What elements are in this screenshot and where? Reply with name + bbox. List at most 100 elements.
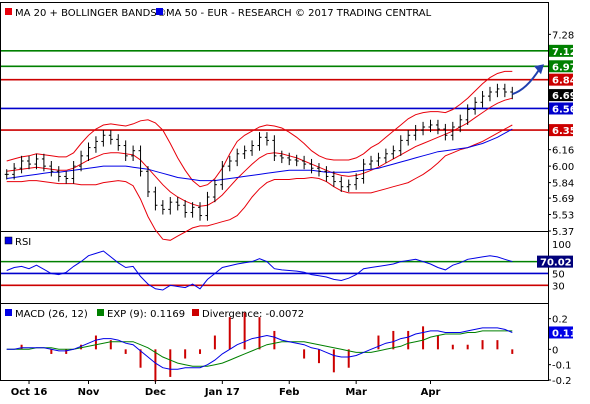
divergence-bar — [496, 340, 499, 350]
price-bar — [361, 158, 366, 184]
ma50-line — [6, 128, 513, 182]
price-tick-label-6.00: 6.00 — [552, 162, 574, 173]
level-tag-6.69 — [549, 89, 573, 102]
price-bar — [487, 86, 492, 102]
price-bar — [183, 200, 188, 218]
price-axis: 7.28 5.84 5.69 5.53 5.37 6.16 6.00 — [548, 30, 574, 238]
price-bar — [19, 155, 24, 174]
x-tick-label-Nov: Nov — [78, 387, 100, 398]
price-tick-label-6.16: 6.16 — [552, 146, 574, 157]
rsi-tick-label-100: 100 — [552, 240, 571, 251]
divergence-bar — [154, 349, 157, 382]
divergence-legend-swatch — [192, 309, 199, 316]
price-bar — [64, 171, 69, 184]
divergence-bar — [213, 335, 216, 350]
price-tick-label-5.69: 5.69 — [552, 194, 574, 205]
level-tag-6.84 — [549, 73, 573, 86]
divergence-bar — [466, 344, 469, 350]
price-bar — [406, 130, 411, 146]
price-bar — [49, 160, 54, 177]
divergence-bar — [332, 349, 335, 373]
price-bar — [257, 132, 262, 151]
price-bar — [160, 200, 165, 215]
price-bar — [309, 158, 314, 174]
divergence-bar — [139, 349, 142, 368]
boll-legend-swatch — [5, 8, 12, 15]
price-tick-label-5.84: 5.84 — [552, 179, 574, 190]
divergence-bar — [347, 349, 350, 368]
divergence-bar — [258, 317, 261, 350]
ma50-legend-label: MA 50 - EUR - RESEARCH — [166, 8, 292, 19]
price-bar — [391, 145, 396, 159]
level-tag-label-6.56: 6.56 — [552, 104, 577, 115]
ma50-legend-swatch — [156, 8, 163, 15]
level-tag-label-6.84: 6.84 — [552, 76, 577, 87]
macd-last-label: 0.11 — [552, 328, 577, 339]
price-bar — [264, 132, 269, 146]
divergence-bar — [303, 349, 306, 359]
price-bar — [450, 121, 455, 141]
divergence-bar — [317, 349, 320, 364]
divergence-bar — [436, 335, 439, 350]
price-bar — [86, 142, 91, 161]
price-bar — [435, 119, 440, 135]
copyright-text: © 2017 TRADING CENTRAL — [295, 8, 432, 19]
level-tag-6.35 — [549, 124, 573, 137]
divergence-bar — [94, 335, 97, 350]
macd-panel-frame — [0, 303, 549, 381]
divergence-bar — [392, 330, 395, 350]
divergence-legend-label: Divergence: -0.0072 — [202, 309, 304, 320]
level-tag-label-7.12: 7.12 — [552, 47, 577, 58]
price-bar — [421, 121, 426, 136]
x-axis: Oct 16 Nov Dec Jan 17 Feb Mar Apr — [11, 380, 440, 398]
price-bar — [346, 179, 351, 192]
price-bar — [79, 150, 84, 172]
price-bar — [473, 97, 478, 115]
divergence-bar — [481, 340, 484, 350]
price-bars — [4, 83, 515, 221]
price-bar — [413, 124, 418, 141]
price-level-tags: 7.12 6.97 6.84 6.69 6.56 6.35 — [549, 44, 577, 137]
price-bar — [227, 155, 232, 172]
macd-last-tag — [549, 326, 573, 339]
price-bar — [354, 173, 359, 190]
macd-chart: 0.20.10-0.1-0.20.11 — [6, 312, 577, 387]
divergence-bar — [511, 349, 514, 354]
price-bar — [495, 83, 500, 98]
bollinger-lower-line — [6, 124, 513, 241]
divergence-bar — [407, 330, 410, 350]
rsi-legend-swatch — [4, 236, 13, 245]
ma20-line — [6, 97, 513, 207]
price-tick-label-7.28: 7.28 — [552, 30, 574, 41]
price-bar — [220, 160, 225, 190]
macd-legend-swatch — [5, 309, 12, 316]
boll-legend-label: MA 20 + BOLLINGER BANDS® — [15, 8, 167, 19]
price-bar — [198, 202, 203, 221]
divergence-bar — [65, 349, 68, 354]
rsi-legend-label: RSI — [15, 237, 31, 248]
price-bar — [250, 140, 255, 156]
price-bar — [71, 160, 76, 184]
x-tick-label-Jan 17: Jan 17 — [204, 387, 240, 398]
level-tag-label-6.35: 6.35 — [552, 126, 577, 137]
price-bar — [123, 140, 128, 161]
price-bar — [190, 202, 195, 218]
price-level-lines — [1, 50, 548, 131]
price-bar — [376, 152, 381, 167]
price-bar — [145, 166, 150, 198]
macd-tick-label--0.1: -0.1 — [552, 361, 572, 372]
macd-legend-label: MACD (26, 12) — [15, 309, 88, 320]
price-bar — [398, 135, 403, 156]
price-bar — [480, 90, 485, 108]
rsi-tick-label-30: 30 — [552, 281, 565, 292]
price-bar — [339, 176, 344, 192]
macd-line — [6, 327, 513, 370]
price-bar — [12, 163, 17, 180]
divergence-bar — [50, 349, 53, 354]
forecast-arrow-head — [534, 64, 544, 75]
price-bar — [302, 155, 307, 170]
macd-tick-label-0: 0 — [552, 345, 558, 356]
level-tag-label-6.97: 6.97 — [552, 62, 577, 73]
price-bar — [34, 153, 39, 170]
